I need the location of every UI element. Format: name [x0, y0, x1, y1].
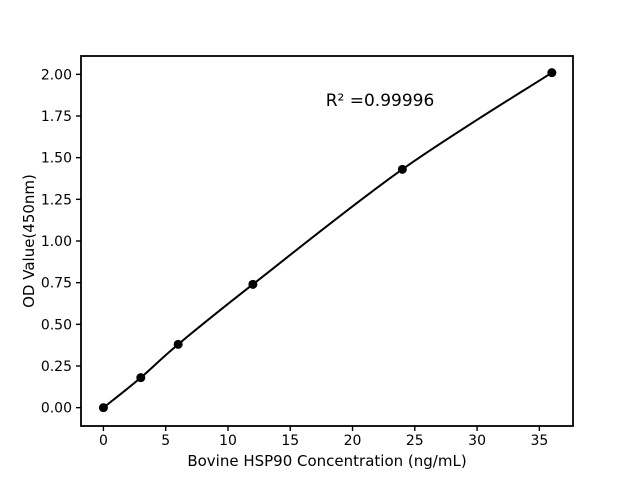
y-axis-tick-label: 1.50	[41, 151, 72, 167]
x-axis-tick-label: 20	[344, 433, 362, 449]
x-axis-tick-label: 5	[161, 433, 170, 449]
y-axis-tick-label: 2.00	[41, 67, 72, 83]
y-axis-tick-label: 0.75	[41, 276, 72, 292]
data-point-marker	[98, 403, 108, 413]
data-point-marker	[136, 373, 146, 383]
data-point-marker	[547, 68, 557, 78]
x-axis-label: Bovine HSP90 Concentration (ng/mL)	[187, 452, 467, 470]
x-axis-tick-label: 10	[219, 433, 237, 449]
y-axis-tick-label: 1.00	[41, 234, 72, 250]
y-axis-tick-label: 1.25	[41, 192, 72, 208]
x-axis-tick-label: 15	[281, 433, 299, 449]
x-axis-tick-label: 35	[530, 433, 548, 449]
x-axis-tick-label: 0	[99, 433, 108, 449]
y-axis-tick-label: 0.00	[41, 401, 72, 417]
r-squared-annotation: R² =0.99996	[325, 91, 435, 111]
plot-border	[80, 55, 574, 427]
x-axis-tick-label: 25	[406, 433, 424, 449]
data-point-marker	[397, 164, 407, 174]
y-axis-tick-label: 1.75	[41, 109, 72, 125]
y-axis-tick-label: 0.50	[41, 317, 72, 333]
data-point-marker	[173, 339, 183, 349]
y-axis-tick-label: 0.25	[41, 359, 72, 375]
x-axis-tick-label: 30	[468, 433, 486, 449]
data-point-marker	[248, 279, 258, 289]
fit-curve-line	[102, 71, 553, 409]
y-axis-label: OD Value(450nm)	[20, 174, 38, 308]
